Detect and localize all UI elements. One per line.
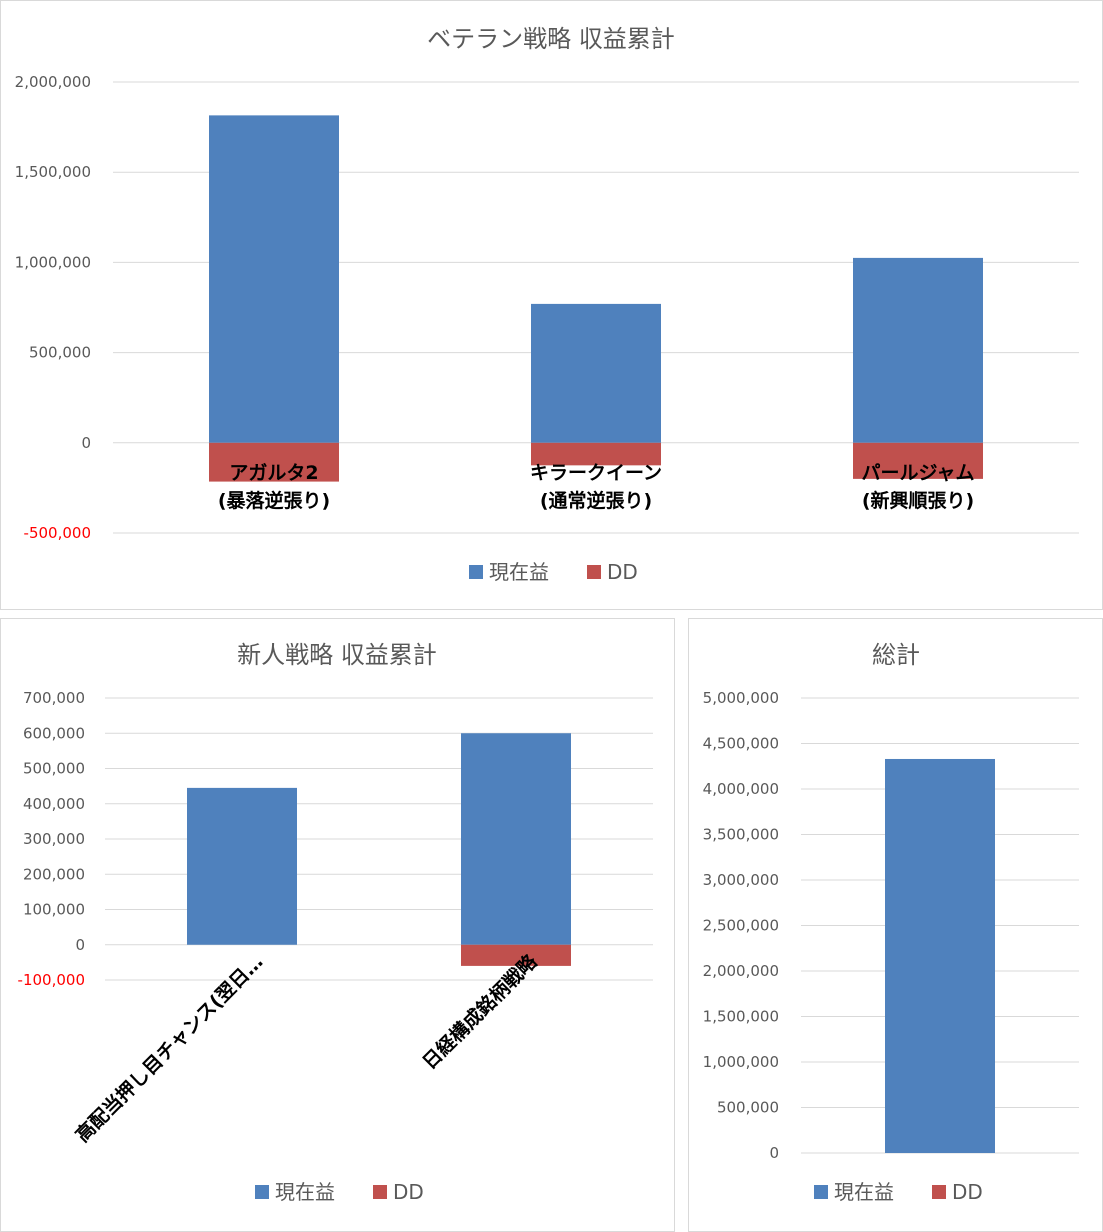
y-tick-label: 100,000 xyxy=(23,901,85,919)
y-tick-label: 5,000,000 xyxy=(703,689,779,707)
legend-swatch-profit xyxy=(469,565,483,579)
category-label: パールジャム xyxy=(861,462,974,484)
profit-bar xyxy=(461,733,571,945)
category-label: キラークイーン xyxy=(530,462,662,484)
category-label: アガルタ2 xyxy=(229,462,318,484)
rookie-chart: 新人戦略 収益累計 700,000 600,000 500,000 400,000 30… xyxy=(18,641,653,1204)
y-tick-label: 1,000,000 xyxy=(15,253,91,271)
legend-swatch-profit xyxy=(255,1185,269,1199)
y-tick-label: 1,500,000 xyxy=(15,163,91,181)
profit-bar xyxy=(209,115,339,443)
y-tick-label: 500,000 xyxy=(23,760,85,778)
legend-label-dd: DD xyxy=(393,1180,424,1204)
y-tick-label: 700,000 xyxy=(23,689,85,707)
veteran-chart: ベテラン戦略 収益累計 2,000,000 1,500,000 1,000,000 5… xyxy=(15,25,1079,584)
y-tick-label: -500,000 xyxy=(24,524,91,542)
rookie-chart-panel: 新人戦略 収益累計 700,000 600,000 500,000 400,000 30… xyxy=(0,618,675,1232)
total-chart: 総計 5,000,000 4,500,000 4,000,000 3,500,000 3… xyxy=(703,641,1079,1204)
profit-bar xyxy=(885,758,995,1153)
y-tick-label: 0 xyxy=(769,1144,779,1162)
profit-bar xyxy=(187,787,297,945)
profit-bar xyxy=(853,257,983,443)
category-label: 日経構成銘柄戦略 xyxy=(418,949,542,1073)
y-tick-label: 500,000 xyxy=(717,1099,779,1117)
category-label: (通常逆張り) xyxy=(540,489,652,512)
y-tick-label: 2,500,000 xyxy=(703,917,779,935)
y-tick-label: 3,000,000 xyxy=(703,871,779,889)
dd-bar xyxy=(461,944,571,966)
y-tick-label: 0 xyxy=(81,434,91,452)
legend-swatch-dd xyxy=(587,565,601,579)
y-tick-label: 300,000 xyxy=(23,830,85,848)
legend-label-dd: DD xyxy=(952,1180,983,1204)
legend-swatch-dd xyxy=(373,1185,387,1199)
dd-bar xyxy=(531,442,661,466)
y-tick-label: -100,000 xyxy=(18,971,85,989)
category-label: (新興順張り) xyxy=(862,489,974,512)
dd-bar xyxy=(209,442,339,482)
y-tick-label: 4,500,000 xyxy=(703,735,779,753)
y-tick-label: 1,000,000 xyxy=(703,1053,779,1071)
y-tick-label: 2,000,000 xyxy=(15,73,91,91)
dd-bar xyxy=(853,442,983,479)
legend-swatch-profit xyxy=(814,1185,828,1199)
y-tick-label: 400,000 xyxy=(23,795,85,813)
y-tick-label: 2,000,000 xyxy=(703,962,779,980)
category-label: (暴落逆張り) xyxy=(218,489,330,512)
y-tick-label: 500,000 xyxy=(29,344,91,362)
veteran-chart-panel: ベテラン戦略 収益累計 2,000,000 1,500,000 1,000,000 5… xyxy=(0,0,1103,610)
y-tick-label: 3,500,000 xyxy=(703,826,779,844)
chart-title: 新人戦略 収益累計 xyxy=(237,641,437,669)
chart-title: 総計 xyxy=(872,641,920,669)
y-tick-label: 200,000 xyxy=(23,865,85,883)
total-chart-panel: 総計 5,000,000 4,500,000 4,000,000 3,500,000 3… xyxy=(688,618,1103,1232)
y-tick-label: 1,500,000 xyxy=(703,1008,779,1026)
profit-bar xyxy=(531,303,661,443)
legend-label-profit: 現在益 xyxy=(275,1180,335,1204)
legend-label-profit: 現在益 xyxy=(489,560,549,584)
legend-label-profit: 現在益 xyxy=(834,1180,894,1204)
y-tick-label: 4,000,000 xyxy=(703,780,779,798)
legend-swatch-dd xyxy=(932,1185,946,1199)
legend-label-dd: DD xyxy=(607,560,638,584)
chart-title: ベテラン戦略 収益累計 xyxy=(427,25,675,53)
y-tick-label: 600,000 xyxy=(23,724,85,742)
y-tick-label: 0 xyxy=(75,936,85,954)
